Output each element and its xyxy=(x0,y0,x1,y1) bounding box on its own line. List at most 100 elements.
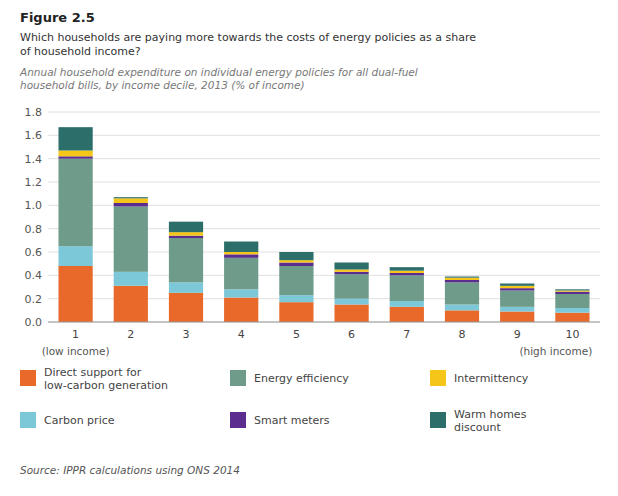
x-tick-label: 2 xyxy=(127,328,134,341)
bar-segment xyxy=(169,293,203,322)
bar-segment xyxy=(224,289,258,297)
bar-segment xyxy=(224,254,258,257)
bar-segment xyxy=(58,156,92,158)
legend-label: Warm homesdiscount xyxy=(454,408,527,434)
bar-segment xyxy=(334,272,368,274)
x-tick-label: 5 xyxy=(293,328,300,341)
bar-segment xyxy=(500,284,534,286)
legend-label: Intermittency xyxy=(454,372,529,385)
bar-segment xyxy=(114,203,148,207)
series xyxy=(58,156,589,294)
chart: Figure 2.5 Which households are paying mo… xyxy=(0,0,618,496)
y-axis: 0.00.20.40.60.81.01.21.41.61.8 xyxy=(25,106,601,329)
legend-swatch xyxy=(20,412,36,428)
legend: Direct support forlow-carbon generation C… xyxy=(20,366,529,434)
bar-segment xyxy=(445,282,479,304)
bar-segment xyxy=(445,280,479,282)
bar-segment xyxy=(445,310,479,322)
bar-segment xyxy=(279,263,313,267)
bars xyxy=(58,127,589,322)
bar-segment xyxy=(555,294,589,308)
y-tick-label: 0.2 xyxy=(25,293,43,306)
bar-segment xyxy=(334,274,368,299)
legend-label: Energy efficiency xyxy=(254,372,349,385)
legend-label: Carbon price xyxy=(44,414,115,427)
y-tick-label: 0.0 xyxy=(25,316,43,329)
x-tick-label: 4 xyxy=(238,328,245,341)
bar-segment xyxy=(58,266,92,322)
bar-segment xyxy=(334,270,368,272)
bar-segment xyxy=(334,299,368,305)
x-tick-label: 3 xyxy=(183,328,190,341)
bar-segment xyxy=(555,292,589,294)
bar-segment xyxy=(555,308,589,313)
x-tick-label: 9 xyxy=(514,328,521,341)
bar-segment xyxy=(500,312,534,323)
grid-line xyxy=(48,158,600,159)
bar-segment xyxy=(169,222,203,233)
legend-label: Direct support forlow-carbon generation xyxy=(44,366,168,392)
bar-segment xyxy=(334,305,368,323)
x-tick-label: 8 xyxy=(459,328,466,341)
y-tick-label: 1.0 xyxy=(25,199,43,212)
bar-segment xyxy=(114,198,148,203)
legend-swatch xyxy=(230,370,246,386)
series xyxy=(58,159,589,308)
bar-segment xyxy=(169,232,203,236)
x-tick-label: 1 xyxy=(72,328,79,341)
grid-line xyxy=(48,135,600,136)
grid-line xyxy=(48,112,600,113)
y-tick-label: 0.6 xyxy=(25,246,43,259)
x-tick-label: 10 xyxy=(565,328,579,341)
bar-segment xyxy=(390,271,424,273)
series xyxy=(58,127,589,290)
x-tick-label: 6 xyxy=(348,328,355,341)
bar-segment xyxy=(390,275,424,301)
bar-segment xyxy=(555,313,589,322)
grid-line xyxy=(48,182,600,183)
x-axis: 1 2 3 4 5 6 7 8 9 10 xyxy=(48,322,600,341)
legend-swatch xyxy=(20,370,36,386)
bar-segment xyxy=(279,295,313,302)
y-tick-label: 1.8 xyxy=(25,106,43,119)
bar-segment xyxy=(114,272,148,286)
y-tick-label: 0.4 xyxy=(25,269,43,282)
legend-label: Smart meters xyxy=(254,414,330,427)
bar-segment xyxy=(169,236,203,238)
y-tick-label: 1.6 xyxy=(25,129,43,142)
bar-segment xyxy=(224,298,258,323)
annotation: (high income) xyxy=(519,345,592,357)
bar-segment xyxy=(445,277,479,278)
bar-segment xyxy=(555,289,589,290)
bar-segment xyxy=(500,291,534,307)
y-tick-label: 1.2 xyxy=(25,176,43,189)
legend-swatch xyxy=(430,412,446,428)
bar-segment xyxy=(58,246,92,266)
x-tick-label: 7 xyxy=(403,328,410,341)
bar-segment xyxy=(279,252,313,260)
bar-segment xyxy=(555,291,589,292)
bar-segment xyxy=(500,286,534,288)
subtitle: Which households are paying more towards… xyxy=(20,31,476,58)
caption: Annual household expenditure on individu… xyxy=(19,66,418,91)
bar-segment xyxy=(279,302,313,322)
annotation: (low income) xyxy=(42,345,110,357)
series xyxy=(58,266,589,322)
bar-segment xyxy=(390,301,424,307)
bar-segment xyxy=(224,242,258,253)
bar-segment xyxy=(445,278,479,280)
legend-swatch xyxy=(230,412,246,428)
bar-segment xyxy=(279,260,313,262)
title: Figure 2.5 xyxy=(20,10,95,25)
y-tick-label: 0.8 xyxy=(25,223,43,236)
bar-segment xyxy=(334,263,368,270)
bar-segment xyxy=(169,282,203,293)
bar-segment xyxy=(224,252,258,254)
bar-segment xyxy=(58,127,92,150)
bar-segment xyxy=(279,266,313,295)
bar-segment xyxy=(500,288,534,290)
bar-segment xyxy=(114,286,148,322)
x-axis-line xyxy=(48,322,600,323)
bar-segment xyxy=(169,238,203,282)
bar-segment xyxy=(500,307,534,312)
